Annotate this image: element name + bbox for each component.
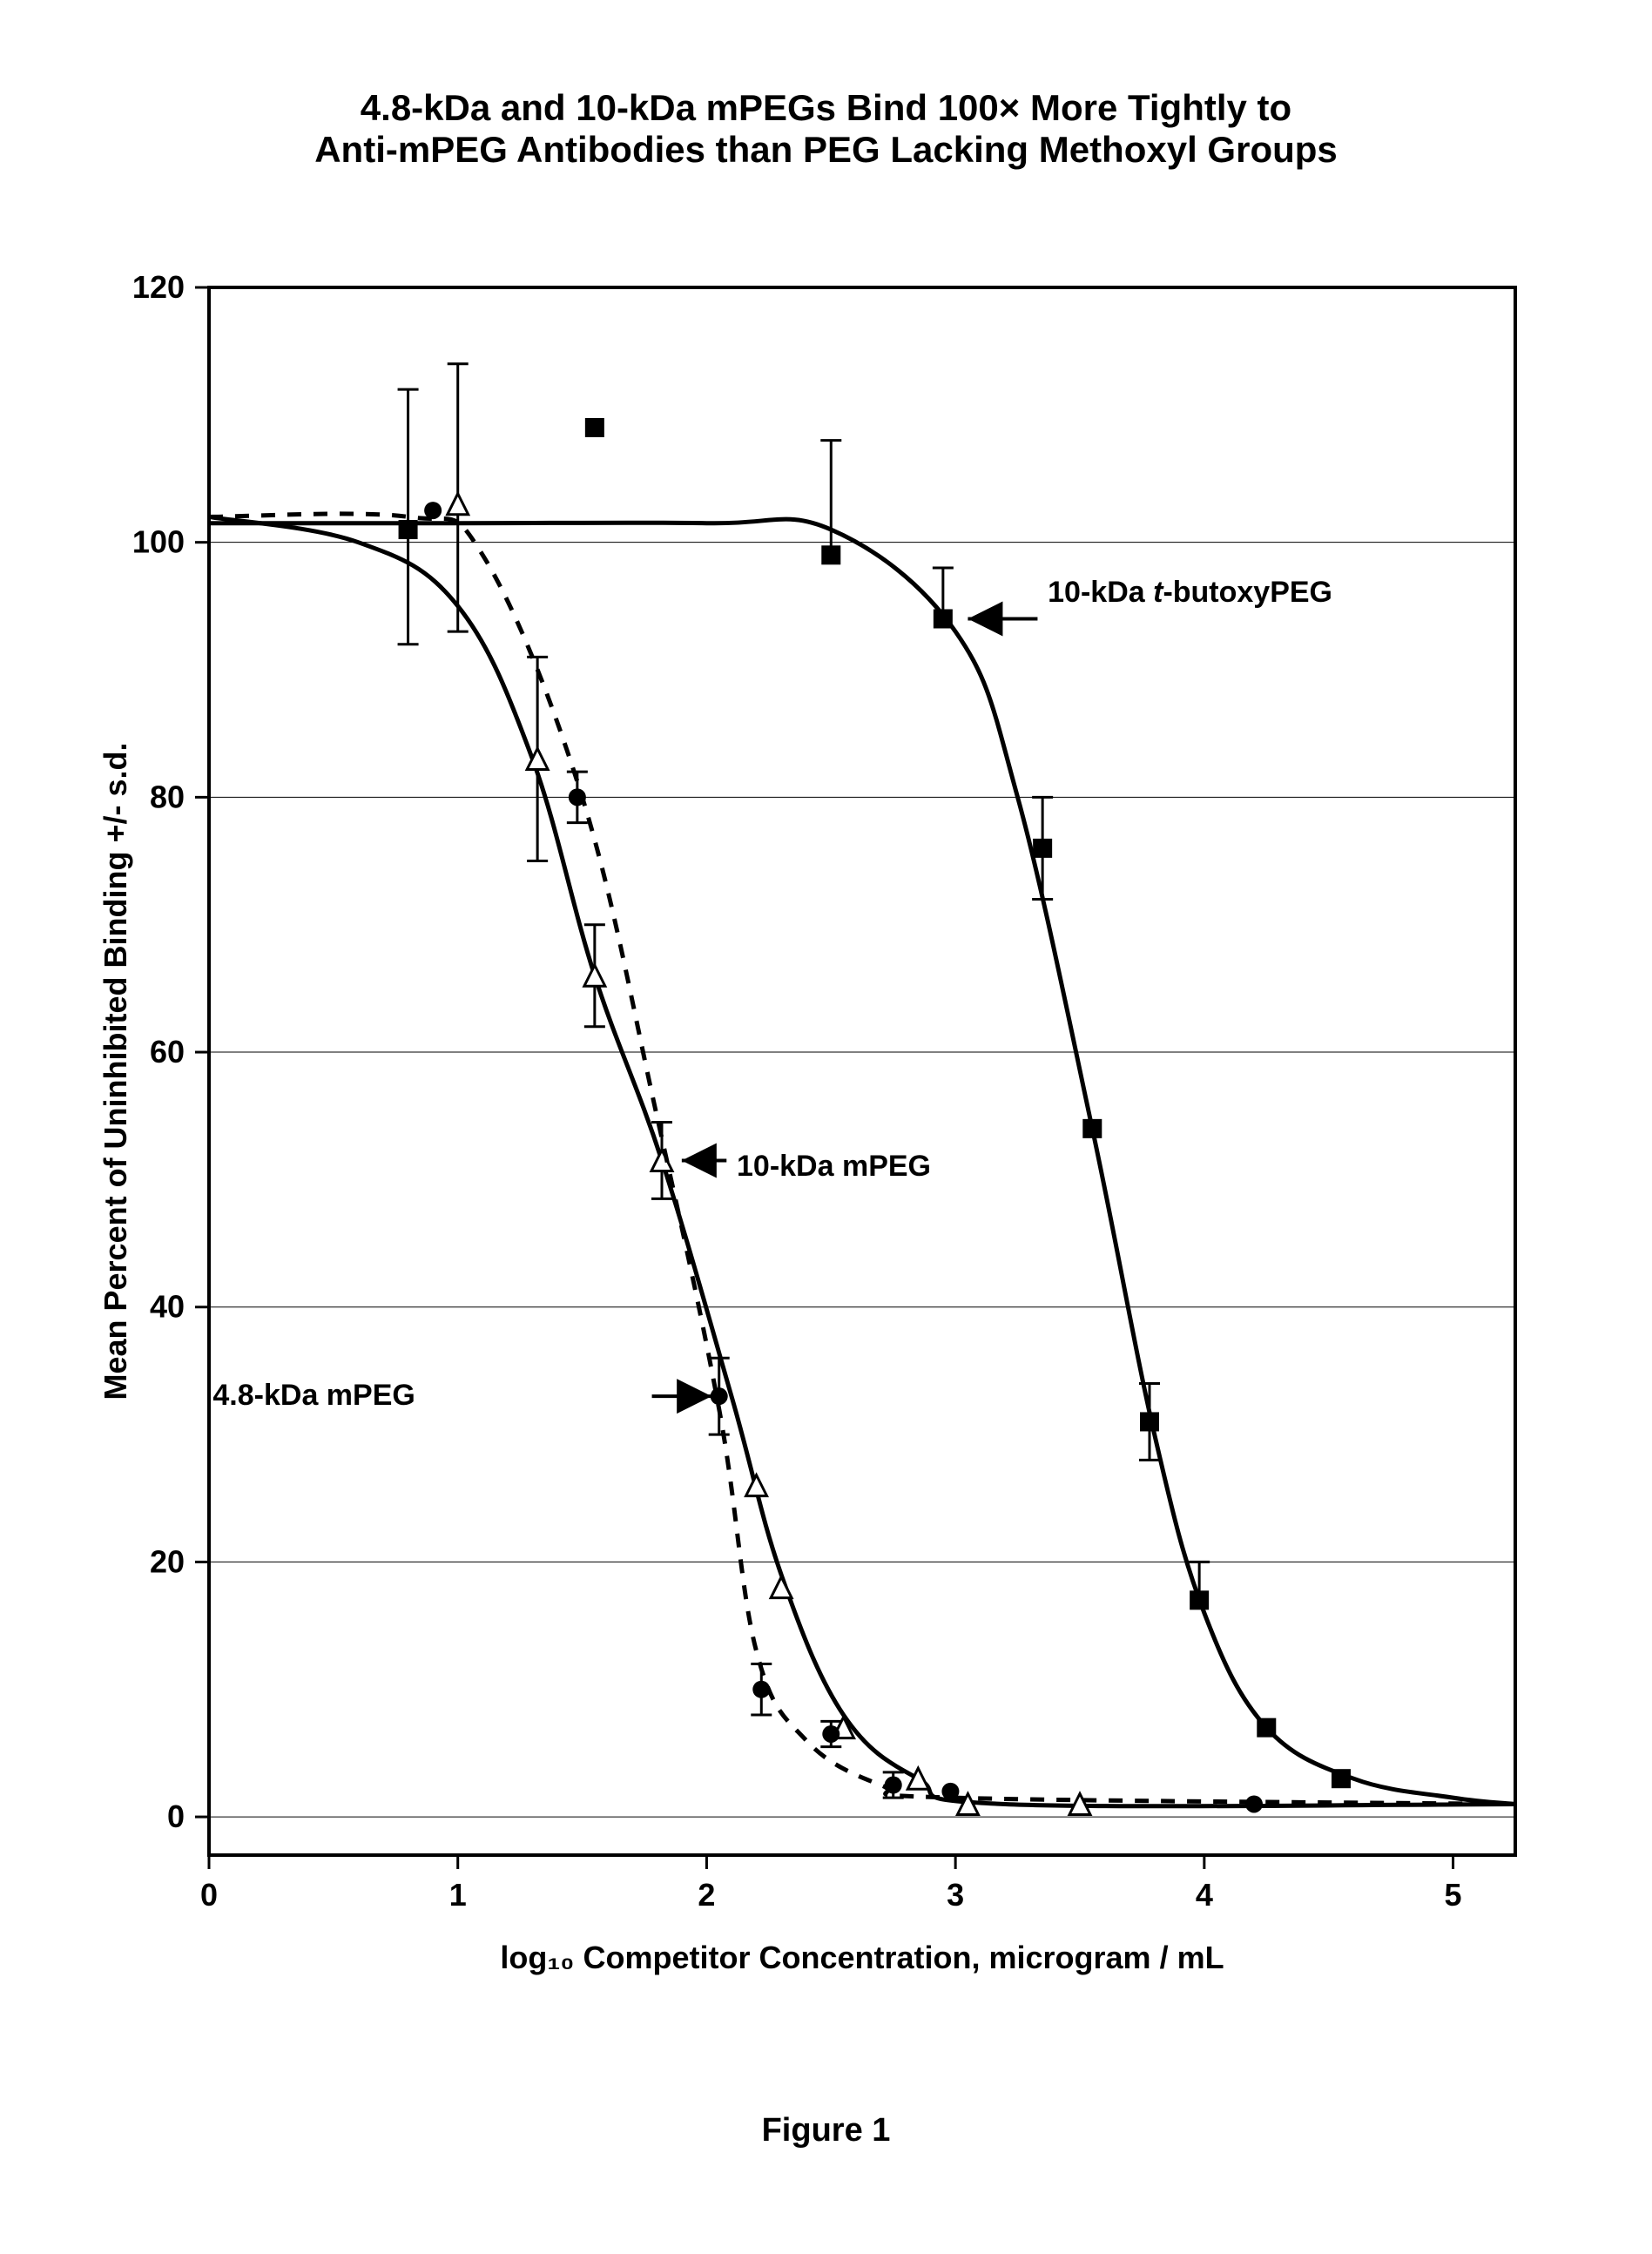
marker-square-icon: [1140, 1412, 1159, 1431]
series-label-mpeg48: 4.8-kDa mPEG: [212, 1379, 415, 1412]
ytick-label: 20: [150, 1543, 185, 1579]
marker-square-icon: [1190, 1590, 1209, 1610]
marker-circle-icon: [569, 788, 586, 806]
series-label-tbutoxy: 10-kDa t-butoxyPEG: [1048, 576, 1332, 609]
ytick-label: 40: [150, 1289, 185, 1325]
marker-circle-icon: [711, 1387, 728, 1405]
marker-square-icon: [1033, 839, 1052, 858]
ytick-label: 100: [132, 524, 185, 560]
marker-circle-icon: [941, 1783, 959, 1800]
marker-square-icon: [1332, 1769, 1351, 1788]
ytick-label: 80: [150, 779, 185, 814]
marker-square-icon: [1082, 1119, 1102, 1138]
y-axis-label: Mean Percent of Uninhibited Binding +/- …: [98, 742, 133, 1400]
marker-circle-icon: [885, 1777, 902, 1794]
page: 4.8-kDa and 10-kDa mPEGs Bind 100× More …: [0, 0, 1652, 2254]
ytick-label: 0: [167, 1798, 185, 1834]
marker-circle-icon: [822, 1725, 839, 1743]
ytick-label: 60: [150, 1034, 185, 1070]
binding-chart: 0 1 2 3 4 5 0 20 40 60 80 100 120 log₁₀ Competitor Co…: [87, 270, 1541, 2003]
marker-circle-icon: [424, 502, 442, 519]
title-line-2: Anti-mPEG Antibodies than PEG Lacking Me…: [0, 129, 1652, 171]
ytick-label: 120: [132, 270, 185, 305]
x-axis-label: log₁₀ Competitor Concentration, microgra…: [500, 1940, 1224, 1975]
chart-title: 4.8-kDa and 10-kDa mPEGs Bind 100× More …: [0, 87, 1652, 171]
title-line-1: 4.8-kDa and 10-kDa mPEGs Bind 100× More …: [0, 87, 1652, 129]
marker-circle-icon: [1245, 1795, 1263, 1812]
marker-square-icon: [934, 609, 953, 628]
xtick-label: 3: [947, 1877, 964, 1913]
figure-caption: Figure 1: [0, 2112, 1652, 2149]
xtick-label: 0: [200, 1877, 218, 1913]
marker-square-icon: [821, 545, 840, 564]
marker-square-icon: [1257, 1718, 1276, 1738]
xtick-label: 2: [698, 1877, 715, 1913]
xtick-label: 1: [449, 1877, 467, 1913]
xtick-label: 5: [1445, 1877, 1462, 1913]
marker-circle-icon: [752, 1681, 770, 1698]
marker-square-icon: [399, 520, 418, 539]
xtick-label: 4: [1196, 1877, 1213, 1913]
marker-square-icon: [585, 418, 604, 437]
series-label-mpeg10: 10-kDa mPEG: [737, 1150, 931, 1183]
